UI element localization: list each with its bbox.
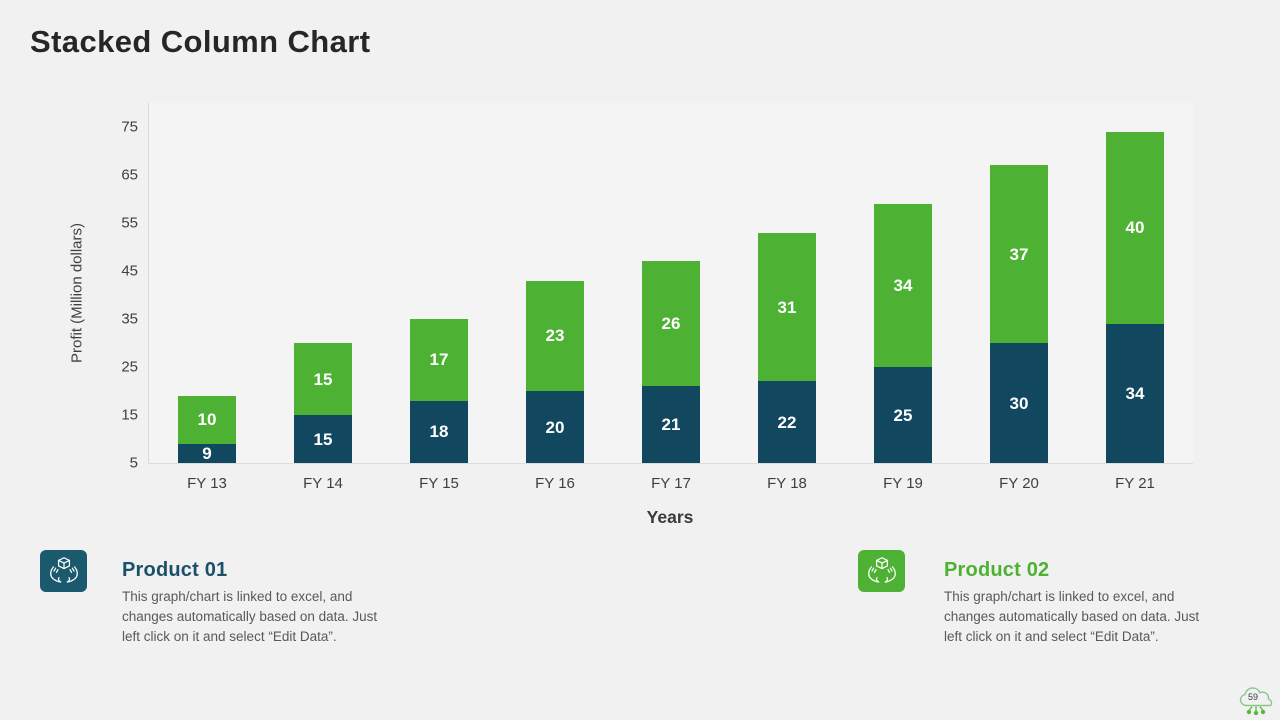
- bar-segment-product-01: 22: [758, 381, 816, 463]
- x-tick-label: FY 15: [419, 475, 459, 492]
- hands-holding-box-icon: [40, 550, 87, 592]
- value-label: 34: [893, 275, 913, 295]
- stacked-bar: 26 21: [642, 261, 700, 463]
- bar-slot: 26 21: [613, 261, 729, 463]
- bars: 10 9 15 15 17 18 23 20 26 21 31 22 34 25 37 30 40 34: [149, 103, 1193, 463]
- stacked-bar: 10 9: [178, 395, 236, 463]
- bar-segment-product-02: 23: [526, 280, 584, 391]
- cloud-tree-icon: [1239, 687, 1273, 716]
- bar-slot: 40 34: [1077, 131, 1193, 463]
- value-label: 40: [1125, 218, 1145, 238]
- bar-segment-product-01: 30: [990, 343, 1048, 463]
- value-label: 23: [545, 326, 565, 346]
- x-tick-label: FY 13: [187, 475, 227, 492]
- bar-slot: 23 20: [497, 280, 613, 463]
- value-label: 26: [661, 314, 681, 334]
- bar-segment-product-02: 17: [410, 319, 468, 401]
- x-tick-label: FY 19: [883, 475, 923, 492]
- stacked-bar: 17 18: [410, 319, 468, 463]
- x-axis-labels: FY 13 FY 14 FY 15 FY 16 FY 17 FY 18 FY 19 FY 20…: [149, 475, 1193, 492]
- value-label: 31: [777, 297, 797, 317]
- bar-slot: 10 9: [149, 395, 265, 463]
- stacked-bar: 34 25: [874, 203, 932, 463]
- hands-holding-box-icon: [858, 550, 905, 592]
- bar-segment-product-01: 9: [178, 443, 236, 463]
- bar-slot: 17 18: [381, 319, 497, 463]
- stacked-bar: 40 34: [1106, 131, 1164, 463]
- bar-slot: 37 30: [961, 165, 1077, 463]
- x-tick-label: FY 14: [303, 475, 343, 492]
- bar-segment-product-02: 10: [178, 395, 236, 444]
- y-tick-label: 15: [121, 406, 138, 424]
- product-02-description: This graph/chart is linked to excel, and…: [944, 589, 1200, 644]
- bar-segment-product-02: 34: [874, 203, 932, 367]
- value-label: 17: [429, 350, 449, 370]
- y-tick-label: 45: [121, 262, 138, 280]
- stacked-bar: 31 22: [758, 232, 816, 463]
- page-title: Stacked Column Chart: [30, 24, 371, 59]
- x-tick-label: FY 16: [535, 475, 575, 492]
- y-tick-label: 65: [121, 166, 138, 184]
- x-axis-title: Years: [646, 507, 694, 527]
- y-tick-label: 5: [129, 454, 138, 472]
- bar-segment-product-01: 21: [642, 386, 700, 463]
- bar-segment-product-01: 15: [294, 415, 352, 463]
- value-label: 34: [1125, 383, 1145, 403]
- product-01-description: This graph/chart is linked to excel, and…: [122, 589, 378, 644]
- value-label: 21: [661, 415, 681, 435]
- bar-segment-product-02: 26: [642, 261, 700, 387]
- x-tick-label: FY 17: [651, 475, 691, 492]
- stacked-bar: 15 15: [294, 343, 352, 463]
- y-tick-label: 55: [121, 214, 138, 232]
- product-01-title: Product 01: [122, 559, 228, 581]
- y-tick-label: 25: [121, 358, 138, 376]
- page-number: 59: [1247, 692, 1258, 702]
- y-axis-title: Profit (Million dollars): [68, 222, 86, 364]
- bar-slot: 15 15: [265, 343, 381, 463]
- value-label: 9: [202, 443, 212, 463]
- value-label: 10: [197, 410, 217, 430]
- x-tick-label: FY 21: [1115, 475, 1155, 492]
- bar-segment-product-02: 31: [758, 232, 816, 382]
- value-label: 20: [545, 417, 565, 437]
- value-label: 18: [429, 422, 449, 442]
- bar-segment-product-01: 25: [874, 367, 932, 463]
- bar-segment-product-01: 18: [410, 400, 468, 463]
- bar-slot: 31 22: [729, 232, 845, 463]
- value-label: 37: [1009, 244, 1029, 264]
- value-label: 15: [313, 369, 333, 389]
- value-label: 25: [893, 405, 913, 425]
- x-tick-label: FY 18: [767, 475, 807, 492]
- value-label: 15: [313, 429, 333, 449]
- y-tick-label: 75: [121, 118, 138, 136]
- y-tick-label: 35: [121, 310, 138, 328]
- stacked-bar: 37 30: [990, 165, 1048, 463]
- x-tick-label: FY 20: [999, 475, 1039, 492]
- bar-slot: 34 25: [845, 203, 961, 463]
- y-axis-ticks: 5 15 25 35 45 55 65 75: [121, 103, 1193, 472]
- value-label: 22: [777, 412, 797, 432]
- bar-segment-product-01: 34: [1106, 323, 1164, 463]
- plot-area: 5 15 25 35 45 55 65 75 10 9 15 15 17 18 23 20 26 21 31 22 3…: [121, 103, 1193, 492]
- bar-segment-product-02: 40: [1106, 131, 1164, 324]
- stacked-bar: 23 20: [526, 280, 584, 463]
- bar-segment-product-02: 15: [294, 343, 352, 415]
- bar-segment-product-01: 20: [526, 391, 584, 463]
- product-02-title: Product 02: [944, 559, 1050, 581]
- bar-segment-product-02: 37: [990, 165, 1048, 343]
- value-label: 30: [1009, 393, 1029, 413]
- page-number-badge: 59: [1236, 685, 1278, 717]
